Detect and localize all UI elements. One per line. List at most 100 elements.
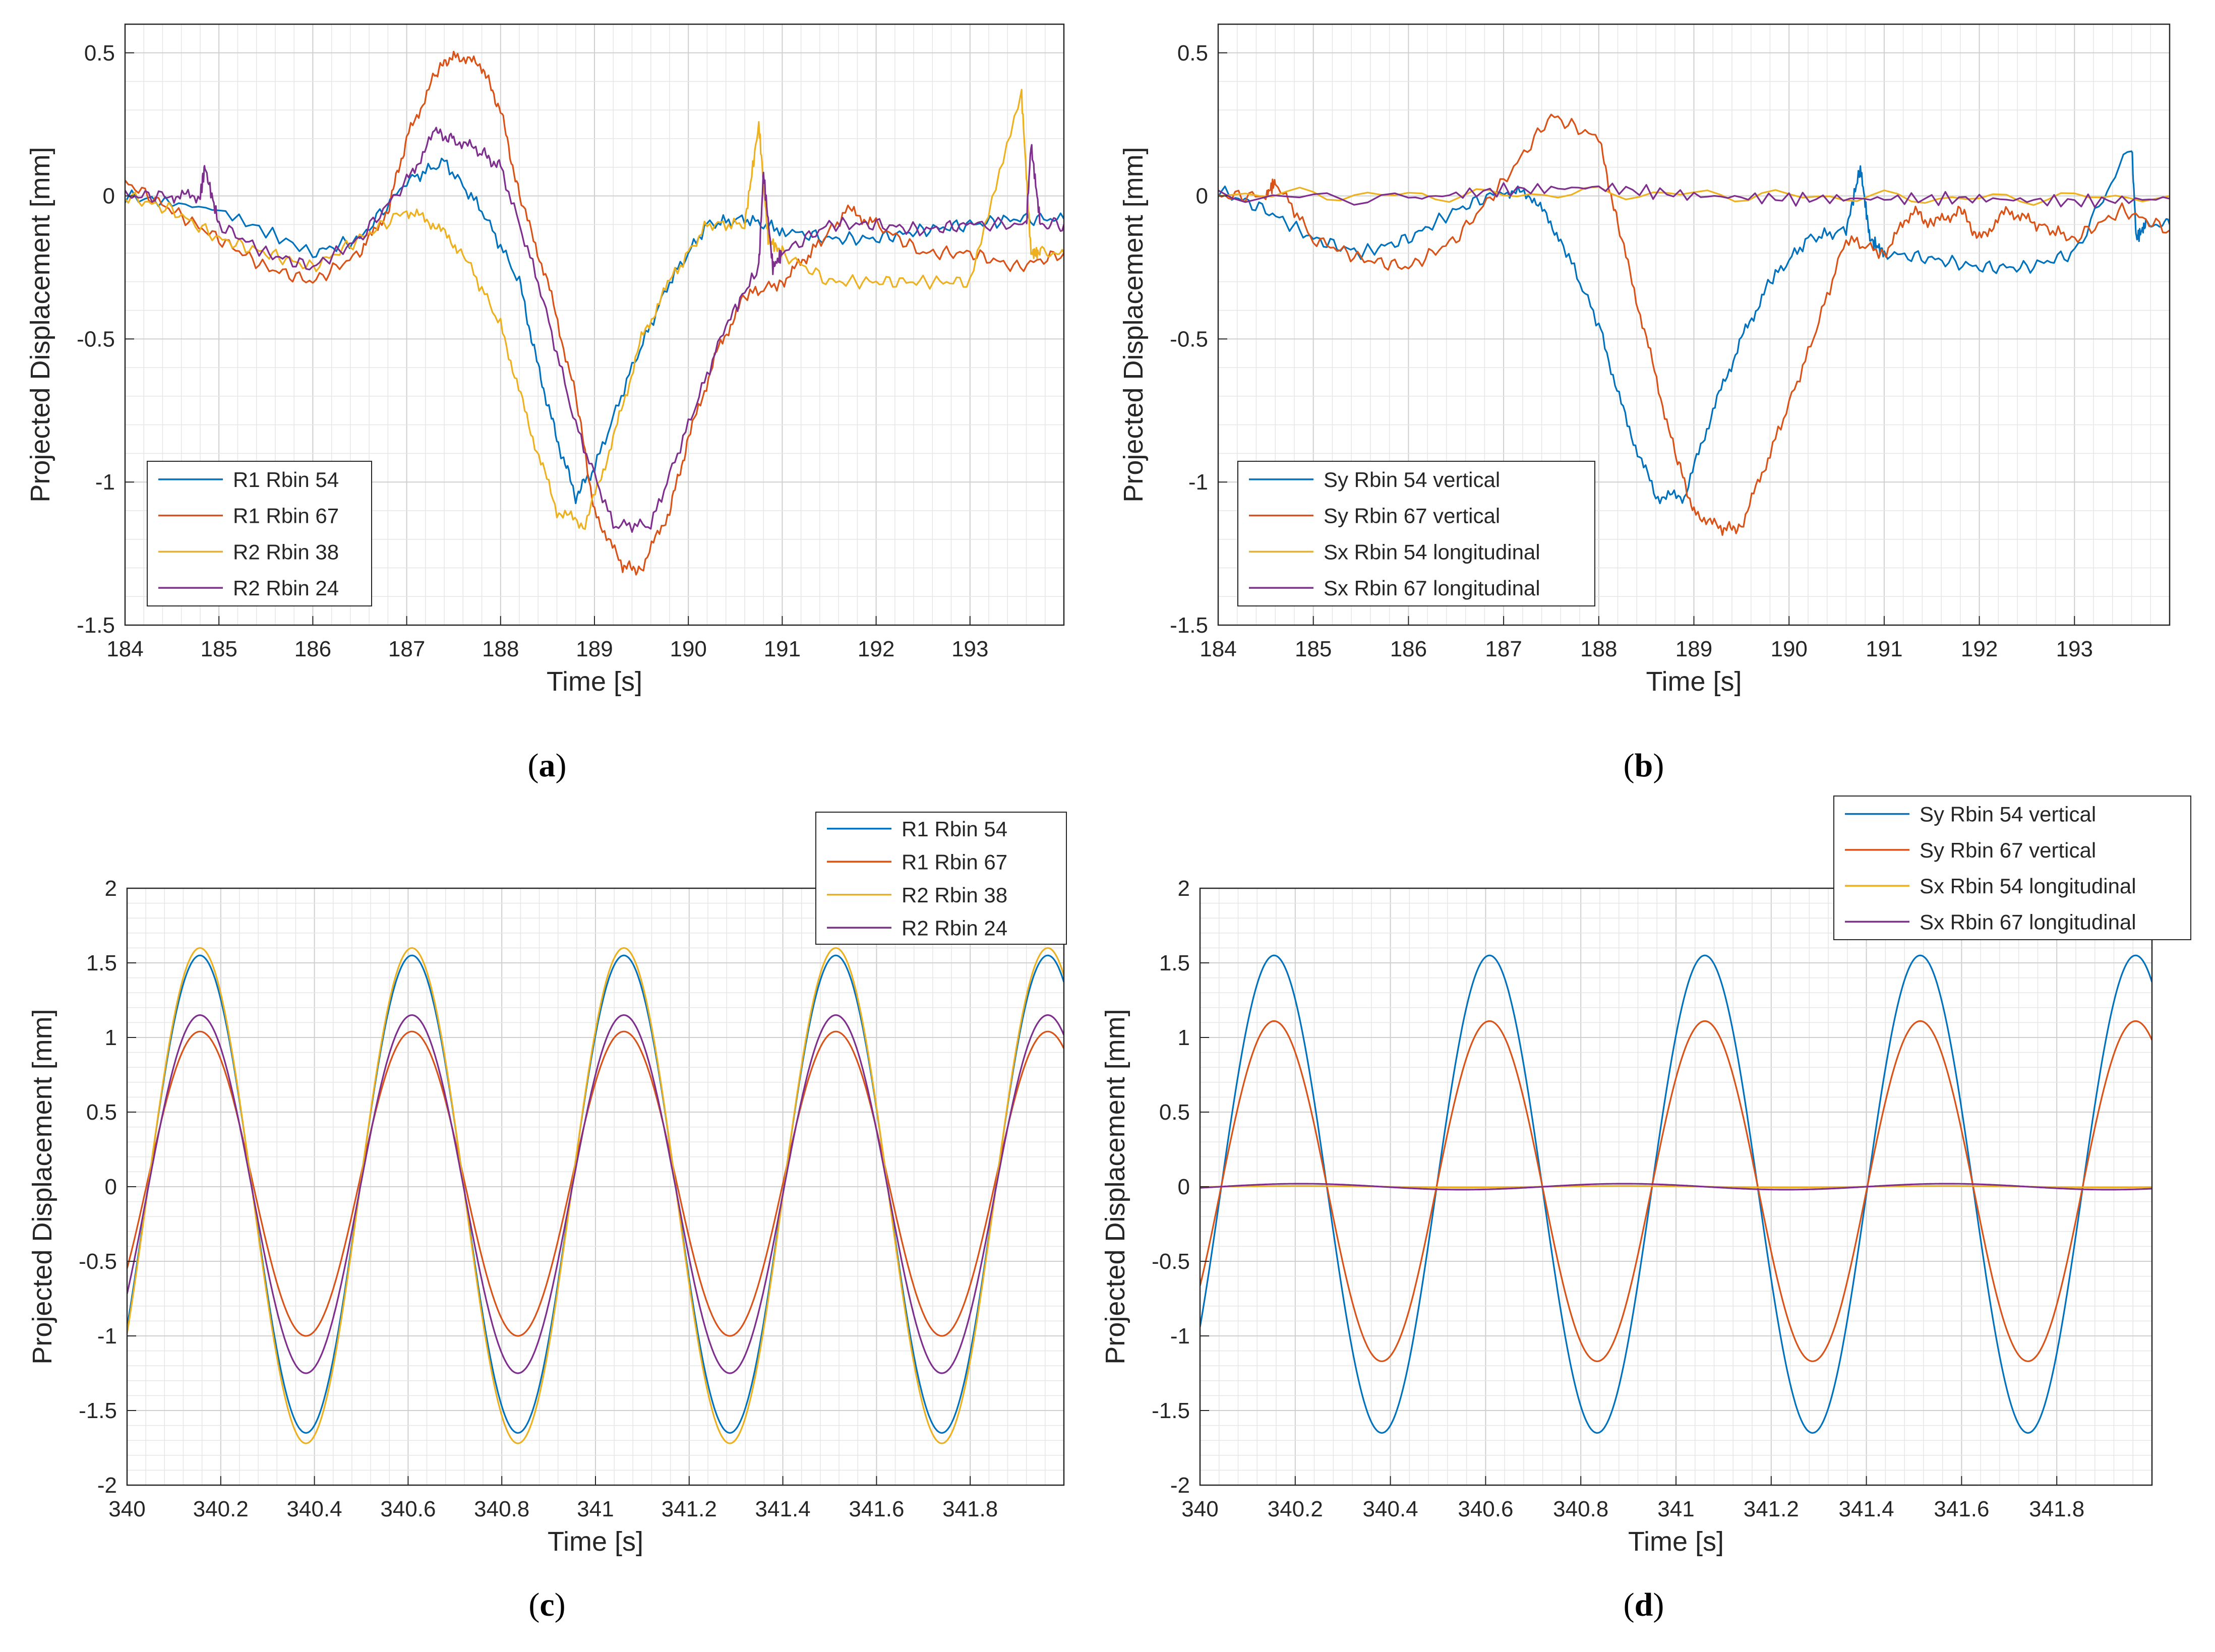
y-tick-label: -1 — [97, 1324, 117, 1349]
panel-label-open: ( — [1624, 747, 1635, 784]
x-tick-label: 193 — [951, 637, 988, 661]
legend-label-1: Sy Rbin 67 vertical — [1324, 504, 1500, 528]
y-tick-label: 0 — [105, 1175, 117, 1199]
x-axis-label: Time [s] — [548, 1526, 643, 1557]
y-axis-label: Projected Displacement [mm] — [1100, 1009, 1130, 1364]
x-tick-label: 341.8 — [2029, 1497, 2084, 1521]
legend: R1 Rbin 54 R1 Rbin 67 R2 Rbin 38 R2 Rbin 24 — [815, 812, 1067, 945]
x-axis-label: Time [s] — [1628, 1526, 1724, 1557]
series-line-3 — [1218, 182, 2170, 208]
y-axis-label: Projected Displacement [mm] — [1118, 147, 1149, 502]
y-tick-label: 2 — [105, 876, 117, 901]
series-line-2 — [125, 89, 1064, 530]
series-group — [1200, 954, 2152, 1434]
panel-label-close: ) — [1653, 747, 1664, 784]
legend-label-2: R2 Rbin 38 — [233, 540, 339, 564]
x-tick-label: 340.4 — [1363, 1497, 1418, 1521]
y-tick-label: -1.5 — [79, 1398, 117, 1423]
series-line-1 — [1218, 113, 2170, 536]
x-tick-label: 340.2 — [1268, 1497, 1323, 1521]
x-tick-label: 341.8 — [942, 1497, 998, 1521]
x-tick-label: 341.4 — [755, 1497, 811, 1521]
x-tick-label: 187 — [388, 637, 425, 661]
x-tick-label: 341.6 — [849, 1497, 904, 1521]
legend-label-0: R1 Rbin 54 — [902, 817, 1007, 841]
y-tick-label: 0.5 — [84, 41, 115, 66]
panel-label-2: (c) — [528, 1586, 565, 1623]
chart-panel-1: 184 185 186 187 188 189 190 191 192 193 0.5 0 -0.5 -1… — [1118, 23, 2171, 697]
series-group — [127, 947, 1064, 1444]
legend-label-2: R2 Rbin 38 — [902, 883, 1007, 907]
y-tick-label: -2 — [97, 1473, 117, 1498]
y-tick-label: -2 — [1170, 1473, 1190, 1498]
legend-label-0: Sy Rbin 54 vertical — [1920, 803, 2096, 826]
y-axis-label: Projected Displacement [mm] — [25, 147, 55, 502]
x-tick-label: 341 — [577, 1497, 614, 1521]
y-tick-label: -0.5 — [79, 1249, 117, 1274]
y-tick-label: 0.5 — [1159, 1100, 1190, 1125]
legend-label-1: R1 Rbin 67 — [233, 504, 339, 528]
x-tick-label: 187 — [1485, 637, 1522, 661]
legend-label-0: Sy Rbin 54 vertical — [1324, 468, 1500, 492]
y-tick-label: -1.5 — [77, 613, 115, 638]
series-line-0 — [1218, 150, 2170, 505]
x-tick-label: 192 — [858, 637, 894, 661]
x-tick-label: 189 — [1675, 637, 1712, 661]
x-tick-label: 191 — [1866, 637, 1902, 661]
x-tick-label: 189 — [576, 637, 613, 661]
x-tick-label: 185 — [200, 637, 237, 661]
panel-label-0: (a) — [528, 747, 567, 784]
y-tick-label: -1 — [1188, 470, 1208, 495]
panel-label-close: ) — [556, 747, 567, 784]
x-tick-label: 340.6 — [380, 1497, 436, 1521]
legend-label-2: Sx Rbin 54 longitudinal — [1324, 540, 1540, 564]
chart-panel-0: 184 185 186 187 188 189 190 191 192 193 0.5 0 -0.5 -1… — [25, 23, 1065, 697]
legend-box — [815, 812, 1067, 945]
legend-box — [1833, 796, 2191, 940]
y-tick-label: 0.5 — [86, 1100, 117, 1125]
y-tick-label: 0 — [103, 184, 115, 209]
y-tick-label: 1 — [1178, 1025, 1190, 1050]
y-tick-label: -0.5 — [1170, 327, 1208, 351]
x-tick-label: 340.2 — [193, 1497, 249, 1521]
x-tick-label: 190 — [1770, 637, 1807, 661]
y-axis-label: Projected Displacement [mm] — [27, 1009, 57, 1364]
legend-label-3: R2 Rbin 24 — [902, 916, 1007, 940]
series-group — [1218, 113, 2170, 536]
y-tick-label: -1.5 — [1170, 613, 1208, 638]
x-tick-label: 191 — [764, 637, 801, 661]
series-line-1 — [125, 50, 1064, 576]
x-tick-label: 185 — [1295, 637, 1332, 661]
y-tick-label: 1.5 — [86, 951, 117, 975]
legend-label-1: R1 Rbin 67 — [902, 850, 1007, 874]
x-tick-label: 341.6 — [1934, 1497, 1989, 1521]
series-line-3 — [125, 127, 1064, 533]
x-tick-label: 190 — [670, 637, 706, 661]
panel-label-open: ( — [528, 1586, 540, 1623]
panel-label-3: (d) — [1624, 1586, 1664, 1623]
y-tick-label: 0 — [1196, 184, 1208, 209]
x-axis-label: Time [s] — [1646, 666, 1742, 697]
chart-panel-3: 340 340.2 340.4 340.6 340.8 341 341.2 341.4 341.… — [1100, 796, 2191, 1557]
x-axis-label: Time [s] — [547, 666, 642, 697]
legend-box — [1237, 461, 1595, 606]
x-tick-label: 186 — [1390, 637, 1427, 661]
x-tick-label: 340 — [1181, 1497, 1218, 1521]
chart-panel-2: 340 340.2 340.4 340.6 340.8 341 341.2 341.4 341.… — [27, 812, 1067, 1557]
series-line-0 — [1200, 954, 2152, 1434]
series-line-3 — [1200, 1183, 2152, 1191]
legend: Sy Rbin 54 vertical Sy Rbin 67 vertical Sx… — [1833, 796, 2191, 940]
x-tick-label: 340.8 — [1553, 1497, 1608, 1521]
panel-label-letter: c — [540, 1586, 554, 1623]
series-line-1 — [127, 1030, 1064, 1337]
legend-label-1: Sy Rbin 67 vertical — [1920, 838, 2096, 862]
x-tick-label: 340 — [108, 1497, 145, 1521]
y-tick-label: 1.5 — [1159, 951, 1190, 975]
x-tick-label: 340.4 — [287, 1497, 342, 1521]
panel-label-letter: b — [1635, 747, 1653, 784]
panel-label-close: ) — [1653, 1586, 1664, 1623]
panel-label-open: ( — [1624, 1586, 1635, 1623]
y-tick-label: -1.5 — [1152, 1398, 1190, 1423]
panel-label-open: ( — [528, 747, 539, 784]
